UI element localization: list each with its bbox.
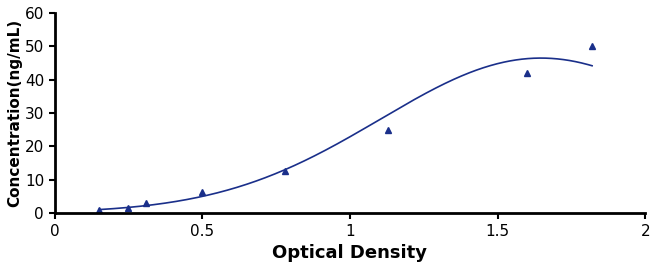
X-axis label: Optical Density: Optical Density <box>273 244 427 262</box>
Y-axis label: Concentration(ng/mL): Concentration(ng/mL) <box>7 19 22 207</box>
